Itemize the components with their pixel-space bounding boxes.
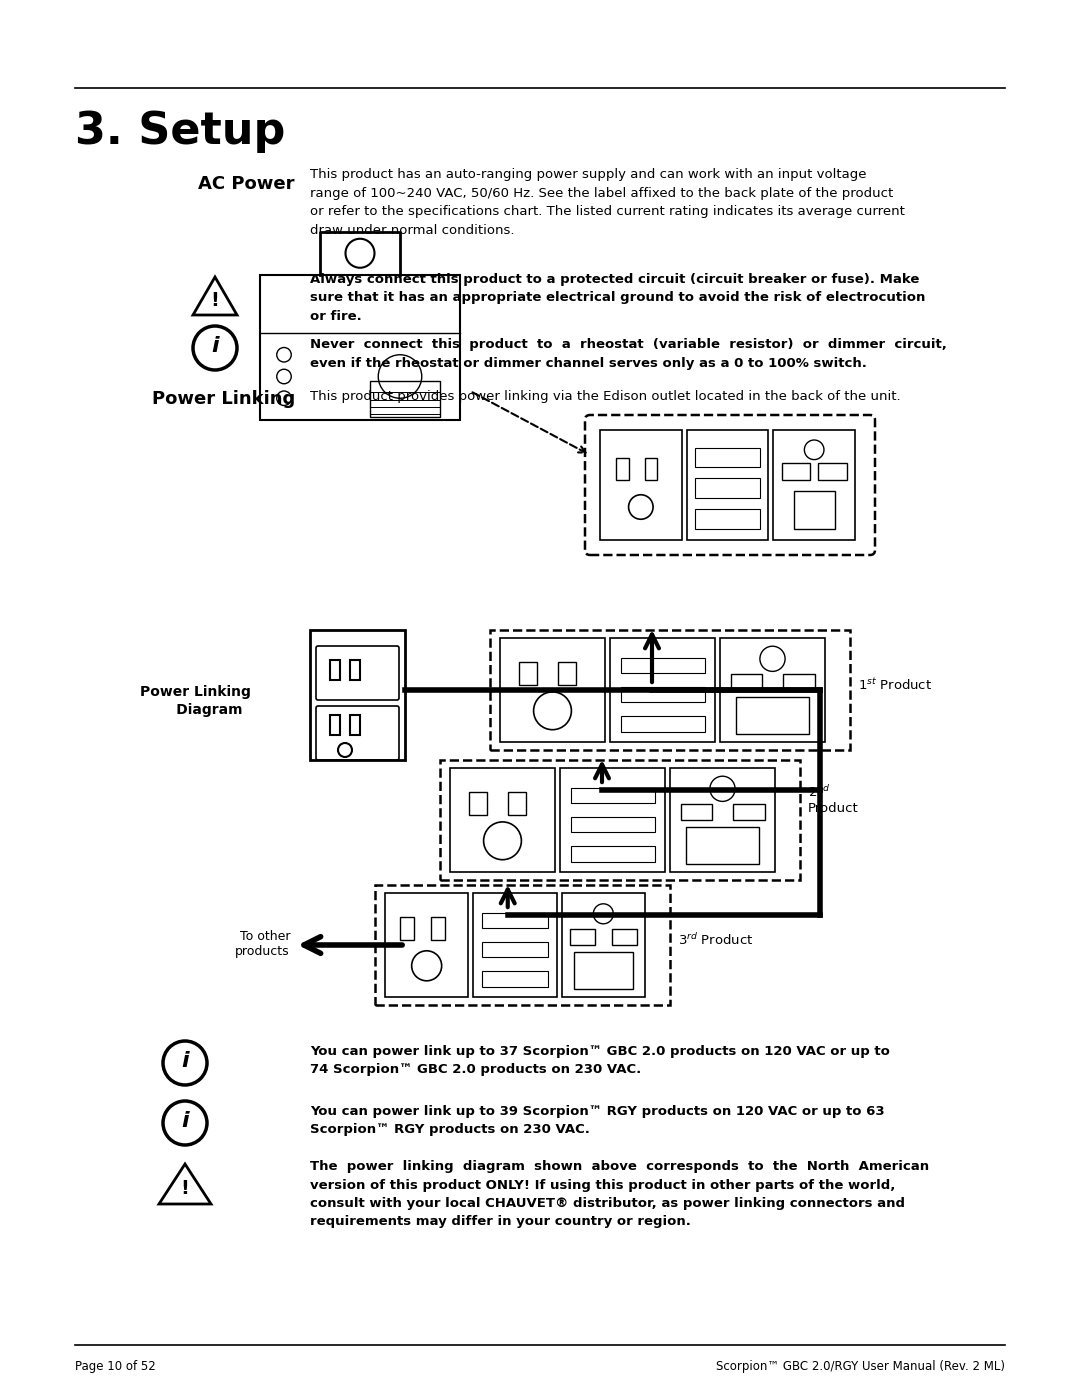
Text: i: i	[181, 1051, 189, 1071]
Text: i: i	[212, 337, 219, 356]
Text: This product has an auto-ranging power supply and can work with an input voltage: This product has an auto-ranging power s…	[310, 168, 905, 236]
Text: AC Power: AC Power	[199, 175, 295, 193]
Text: i: i	[181, 1111, 189, 1132]
Text: 1$^{st}$ Product: 1$^{st}$ Product	[858, 678, 932, 693]
Text: Never  connect  this  product  to  a  rheostat  (variable  resistor)  or  dimmer: Never connect this product to a rheostat…	[310, 338, 947, 369]
Text: !: !	[211, 292, 219, 310]
Text: Page 10 of 52: Page 10 of 52	[75, 1361, 156, 1373]
Text: 2$^{nd}$
Product: 2$^{nd}$ Product	[808, 785, 859, 816]
Text: !: !	[180, 1179, 189, 1197]
Text: Power Linking: Power Linking	[152, 390, 295, 408]
Text: Always connect this product to a protected circuit (circuit breaker or fuse). Ma: Always connect this product to a protect…	[310, 272, 926, 323]
Text: This product provides power linking via the Edison outlet located in the back of: This product provides power linking via …	[310, 390, 901, 402]
Text: 3$^{rd}$ Product: 3$^{rd}$ Product	[678, 932, 754, 949]
Text: You can power link up to 37 Scorpion™ GBC 2.0 products on 120 VAC or up to
74 Sc: You can power link up to 37 Scorpion™ GB…	[310, 1045, 890, 1077]
Text: Power Linking
      Diagram: Power Linking Diagram	[139, 685, 251, 718]
Text: The  power  linking  diagram  shown  above  corresponds  to  the  North  America: The power linking diagram shown above co…	[310, 1160, 929, 1228]
Text: 3. Setup: 3. Setup	[75, 110, 285, 154]
Text: Scorpion™ GBC 2.0/RGY User Manual (Rev. 2 ML): Scorpion™ GBC 2.0/RGY User Manual (Rev. …	[716, 1361, 1005, 1373]
Text: You can power link up to 39 Scorpion™ RGY products on 120 VAC or up to 63
Scorpi: You can power link up to 39 Scorpion™ RG…	[310, 1105, 885, 1137]
Text: To other
products: To other products	[235, 930, 291, 958]
